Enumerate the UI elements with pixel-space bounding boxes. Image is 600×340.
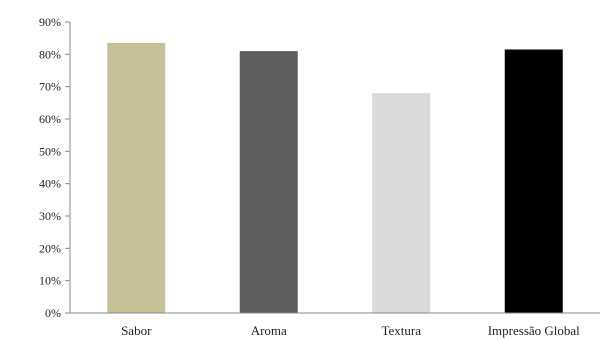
y-tick-label: 70% — [39, 80, 61, 94]
x-axis: Sabor Aroma Textura Impressão Global — [70, 312, 600, 338]
y-tick-label: 30% — [39, 209, 61, 223]
y-tick-label: 10% — [39, 274, 61, 288]
bar-aroma — [239, 51, 298, 313]
x-category-label: Textura — [381, 323, 421, 338]
y-tick-label: 90% — [39, 15, 61, 29]
x-category-label: Sabor — [121, 323, 152, 338]
y-axis: 0% 10% 20% 30% 40% 50% 60% 70% 80% 90% — [39, 15, 71, 320]
x-category-label: Aroma — [251, 323, 287, 338]
bar-sabor — [107, 43, 166, 314]
y-tick-label: 40% — [39, 177, 61, 191]
bar-textura — [372, 93, 431, 313]
x-category-label: Impressão Global — [488, 323, 580, 338]
bars — [107, 43, 563, 314]
y-tick-label: 60% — [39, 112, 61, 126]
y-tick-label: 80% — [39, 47, 61, 61]
y-tick-label: 50% — [39, 144, 61, 158]
bar-impress-o-global — [504, 49, 563, 313]
y-tick-label: 0% — [45, 306, 61, 320]
y-tick-label: 20% — [39, 241, 61, 255]
